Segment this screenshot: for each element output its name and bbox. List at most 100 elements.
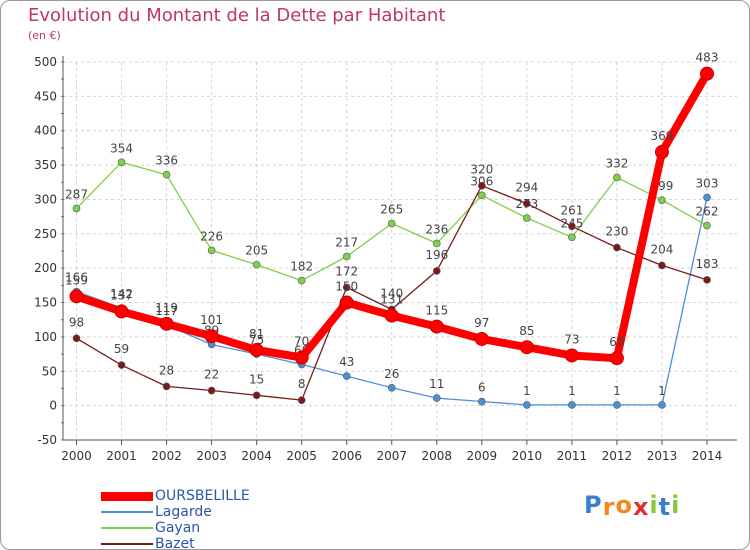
- data-label: 303: [696, 176, 719, 190]
- y-tick-label: 100: [34, 330, 57, 344]
- data-label: 8: [298, 377, 306, 391]
- data-label: 1: [568, 384, 576, 398]
- data-label: 81: [249, 327, 264, 341]
- data-label: 265: [380, 203, 403, 217]
- data-label: 97: [474, 316, 489, 330]
- x-tick-label: 2000: [61, 449, 92, 463]
- data-point: [658, 261, 666, 270]
- logo-letter: i: [671, 491, 681, 519]
- proxiti-logo: Proxiti: [584, 491, 681, 521]
- legend-label: Lagarde: [155, 504, 212, 520]
- data-point: [654, 145, 669, 160]
- data-label: 22: [204, 368, 219, 382]
- legend-item: OURSBELILLE: [101, 488, 301, 504]
- data-label: 183: [696, 257, 719, 271]
- plot-area: [63, 62, 737, 440]
- logo-letter: t: [658, 493, 672, 521]
- data-label: 205: [245, 244, 268, 258]
- data-label: 85: [519, 324, 534, 338]
- y-tick-label: 300: [34, 192, 57, 206]
- chart-title: Evolution du Montant de la Dette par Hab…: [28, 5, 446, 26]
- data-point: [117, 361, 126, 369]
- y-tick-label: 200: [34, 261, 57, 275]
- x-tick-label: 2010: [512, 449, 543, 463]
- x-tick-label: 2005: [286, 449, 317, 463]
- data-label: 483: [696, 51, 719, 65]
- x-tick-label: 2003: [196, 449, 227, 463]
- data-point: [252, 391, 261, 400]
- legend-item: Lagarde: [101, 504, 301, 520]
- data-label: 142: [110, 287, 133, 301]
- data-point: [613, 401, 621, 409]
- data-label: 262: [696, 205, 719, 219]
- logo-letter: i: [649, 491, 659, 519]
- data-label: 166: [65, 271, 88, 285]
- data-point: [72, 204, 81, 213]
- y-tick-label: 500: [34, 55, 57, 69]
- legend-item: Gayan: [101, 520, 301, 536]
- data-label: 119: [155, 301, 178, 315]
- data-label: 217: [335, 235, 358, 249]
- data-point: [432, 239, 441, 248]
- legend-swatch: [101, 511, 153, 513]
- x-tick-label: 2001: [106, 449, 137, 463]
- data-label: 137: [110, 288, 133, 302]
- data-point: [523, 214, 531, 222]
- data-point: [658, 196, 666, 204]
- legend-label: OURSBELILLE: [155, 488, 250, 504]
- data-label: 26: [384, 367, 399, 381]
- data-point: [474, 331, 489, 346]
- x-tick-label: 2009: [467, 449, 498, 463]
- data-point: [159, 316, 174, 331]
- data-point: [249, 342, 264, 357]
- data-label: 70: [294, 335, 309, 349]
- data-point: [519, 340, 534, 355]
- data-label: 236: [425, 222, 448, 236]
- data-point: [432, 267, 441, 275]
- data-point: [568, 233, 576, 242]
- y-tick-label: 0: [49, 399, 57, 413]
- data-label: 320: [470, 163, 493, 177]
- data-label: 287: [65, 187, 88, 201]
- data-point: [478, 181, 486, 190]
- x-tick-label: 2012: [602, 449, 633, 463]
- data-point: [384, 308, 399, 323]
- data-point: [162, 170, 171, 179]
- data-point: [342, 283, 351, 292]
- data-point: [69, 289, 84, 304]
- data-point: [613, 173, 621, 182]
- data-label: 75: [249, 333, 264, 347]
- data-label: 369: [651, 129, 674, 143]
- data-point: [478, 397, 486, 406]
- data-label: 159: [65, 273, 88, 287]
- data-point: [297, 396, 306, 404]
- data-point: [297, 276, 306, 285]
- data-label: 117: [155, 304, 178, 318]
- data-label: 43: [339, 355, 354, 369]
- y-tick-label: -50: [37, 433, 57, 447]
- data-point: [478, 191, 486, 200]
- data-point: [207, 386, 216, 395]
- data-label: 226: [200, 229, 223, 243]
- data-point: [568, 401, 576, 409]
- logo-letter: o: [615, 491, 633, 519]
- data-point: [568, 222, 576, 231]
- data-point: [387, 219, 396, 228]
- data-label: 69: [609, 335, 624, 349]
- x-tick-label: 2007: [376, 449, 407, 463]
- data-point: [658, 401, 666, 409]
- data-point: [700, 66, 714, 81]
- y-tick-label: 250: [34, 227, 57, 241]
- data-point: [703, 221, 711, 230]
- data-label: 230: [605, 225, 628, 239]
- data-label: 101: [200, 313, 223, 327]
- data-label: 73: [564, 332, 579, 346]
- y-tick-label: 150: [34, 296, 57, 310]
- logo-letter: P: [584, 491, 603, 519]
- x-tick-label: 2008: [422, 449, 453, 463]
- legend-swatch: [101, 527, 153, 529]
- data-label: 336: [155, 154, 178, 168]
- data-point: [613, 243, 621, 252]
